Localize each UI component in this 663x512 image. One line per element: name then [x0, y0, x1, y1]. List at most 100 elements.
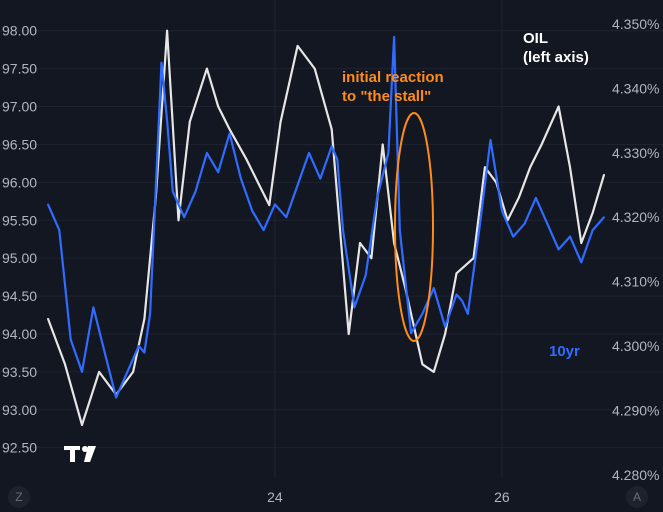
yield-point [461, 300, 464, 302]
oil-point [591, 211, 594, 214]
yield-point [353, 306, 356, 309]
yield-point [183, 216, 186, 219]
yield-point [330, 145, 333, 148]
oil-point [279, 120, 282, 123]
yield-point [455, 293, 458, 296]
oil-point [603, 173, 605, 176]
yield-point [137, 345, 140, 347]
legend-oil-axis-note: (left axis) [523, 49, 589, 66]
yield-point [546, 222, 549, 225]
x-tick-label: 26 [494, 489, 510, 505]
left-tick-label: 94.50 [2, 288, 37, 304]
oil-point [421, 363, 424, 366]
yield-point [251, 209, 254, 212]
annotation-line1: initial reaction [342, 69, 444, 86]
yield-point [319, 177, 322, 180]
left-tick-label: 97.00 [2, 99, 37, 115]
yield-point [523, 222, 526, 225]
yield-point [160, 61, 163, 64]
auto-scale-button[interactable] [626, 486, 648, 508]
yield-point [206, 152, 208, 154]
oil-point [257, 181, 259, 184]
yield-point [240, 177, 242, 180]
left-tick-label: 98.00 [2, 23, 37, 39]
oil-point [177, 219, 180, 222]
x-tick-label: 24 [267, 489, 283, 505]
left-tick-label: 96.50 [2, 136, 37, 152]
oil-point [484, 166, 486, 169]
yield-point [81, 370, 83, 373]
yield-point [376, 197, 378, 199]
oil-point [381, 143, 384, 146]
yield-point [421, 312, 424, 315]
yield-point [410, 332, 412, 334]
yield-point [228, 132, 231, 135]
oil-point [166, 29, 169, 32]
right-tick-label: 4.330% [612, 145, 659, 161]
yield-series [46, 35, 605, 399]
yield-point [308, 152, 310, 154]
yield-point [58, 229, 61, 232]
oil-point [228, 128, 231, 131]
oil-point [47, 317, 49, 320]
yield-point [296, 184, 299, 187]
yield-point [387, 152, 390, 154]
yield-point [115, 396, 117, 399]
oil-point [132, 371, 135, 373]
oil-point [359, 242, 361, 244]
oil-point [81, 424, 83, 426]
legend-oil: OIL [523, 30, 548, 47]
right-tick-label: 4.300% [612, 338, 659, 354]
oil-point [64, 363, 66, 366]
stall-highlight-ellipse [394, 112, 434, 342]
annotation-line2: to "the stall" [342, 88, 431, 105]
yield-point [569, 235, 571, 238]
oil-point [206, 67, 208, 70]
left-tick-label: 94.00 [2, 326, 37, 342]
left-tick-label: 95.00 [2, 250, 37, 266]
yield-point [336, 158, 339, 161]
oil-point [188, 120, 191, 123]
yield-point [103, 351, 106, 354]
left-axis: 98.00 97.50 97.00 96.50 96.00 95.50 95.00 94.50… [2, 23, 37, 456]
yield-point [580, 261, 583, 264]
left-tick-label: 95.50 [2, 212, 37, 228]
yield-point [262, 229, 265, 232]
yield-point [194, 190, 197, 193]
yield-point [364, 274, 367, 277]
right-tick-label: 4.280% [612, 467, 659, 483]
yield-point [398, 229, 401, 232]
right-tick-label: 4.320% [612, 209, 659, 225]
yield-point [217, 171, 220, 174]
yield-point [489, 139, 492, 141]
oil-point [268, 204, 271, 207]
left-tick-label: 92.50 [2, 440, 37, 456]
oil-point [455, 272, 458, 275]
yield-point [501, 209, 503, 212]
oil-point [569, 166, 571, 169]
zoom-button[interactable] [8, 486, 30, 508]
tradingview-logo [64, 446, 96, 462]
grid [0, 0, 663, 478]
yield-point [171, 190, 174, 193]
right-tick-label: 4.290% [612, 402, 659, 418]
legend-10yr: 10yr [549, 343, 580, 360]
x-axis: 24 26 [267, 489, 510, 505]
yield-point [591, 229, 594, 232]
yield-point [166, 119, 169, 122]
oil-point [245, 158, 248, 161]
yield-point [149, 312, 152, 315]
auto-scale-button-label: A [633, 490, 641, 504]
oil-point [444, 333, 446, 335]
yield-point [444, 325, 446, 328]
yield-point [512, 235, 515, 238]
yield-point [143, 351, 146, 354]
oil-point [540, 143, 543, 146]
yield-point [557, 248, 560, 251]
left-tick-label: 96.00 [2, 174, 37, 190]
right-tick-label: 4.310% [612, 274, 659, 290]
oil-point [313, 67, 316, 70]
oil-point [370, 257, 373, 260]
